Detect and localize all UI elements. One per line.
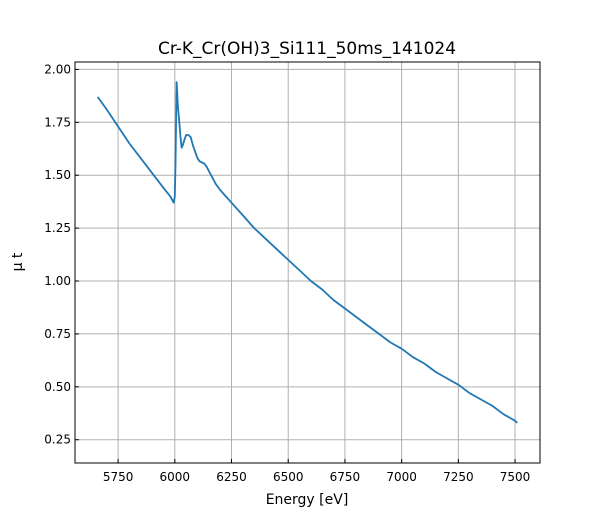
series-layer (96, 81, 518, 424)
chart-title: Cr-K_Cr(OH)3_Si111_50ms_141024 (158, 39, 456, 59)
x-tick-label: 6750 (330, 470, 361, 484)
y-tick-label: 0.50 (44, 380, 71, 394)
y-tick-label: 1.50 (44, 168, 71, 182)
x-tick-label: 6000 (160, 470, 191, 484)
plot-frame (74, 61, 541, 464)
y-axis: 0.25 0.50 0.75 1.00 1.25 1.50 1.75 2.00 (44, 62, 79, 447)
y-tick-label: 0.75 (44, 327, 71, 341)
y-axis-label: μ t (10, 252, 26, 271)
x-tick-label: 7250 (443, 470, 474, 484)
y-tick-label: 1.25 (44, 221, 71, 235)
x-axis: 5750 6000 6250 6500 6750 7000 7250 7500 (103, 459, 530, 484)
x-axis-label: Energy [eV] (266, 492, 349, 508)
y-tick-label: 1.75 (44, 115, 71, 129)
x-tick-label: 7000 (386, 470, 417, 484)
grid (75, 62, 540, 463)
x-tick-label: 7500 (500, 470, 531, 484)
x-tick-label: 6250 (216, 470, 247, 484)
y-tick-label: 2.00 (44, 62, 71, 76)
series-line (96, 81, 518, 424)
x-tick-label: 6500 (273, 470, 304, 484)
x-tick-label: 5750 (103, 470, 134, 484)
y-tick-label: 1.00 (44, 274, 71, 288)
y-tick-label: 0.25 (44, 433, 71, 447)
